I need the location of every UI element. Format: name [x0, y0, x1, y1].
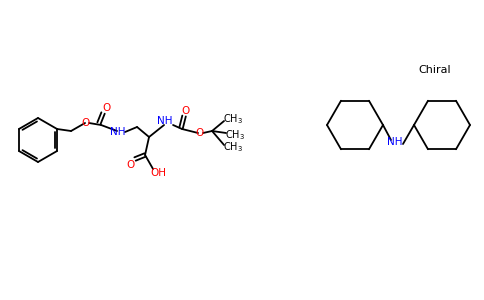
Text: O: O [181, 106, 189, 116]
Text: NH: NH [157, 116, 173, 126]
Text: NH: NH [387, 137, 403, 147]
Text: O: O [195, 128, 203, 138]
Text: CH$_3$: CH$_3$ [223, 140, 243, 154]
Text: CH$_3$: CH$_3$ [225, 128, 245, 142]
Text: NH: NH [110, 127, 126, 137]
Text: CH$_3$: CH$_3$ [223, 112, 243, 126]
Text: OH: OH [150, 168, 166, 178]
Text: Chiral: Chiral [419, 65, 451, 75]
Text: O: O [102, 103, 110, 113]
Text: O: O [126, 160, 134, 170]
Text: O: O [81, 118, 89, 128]
